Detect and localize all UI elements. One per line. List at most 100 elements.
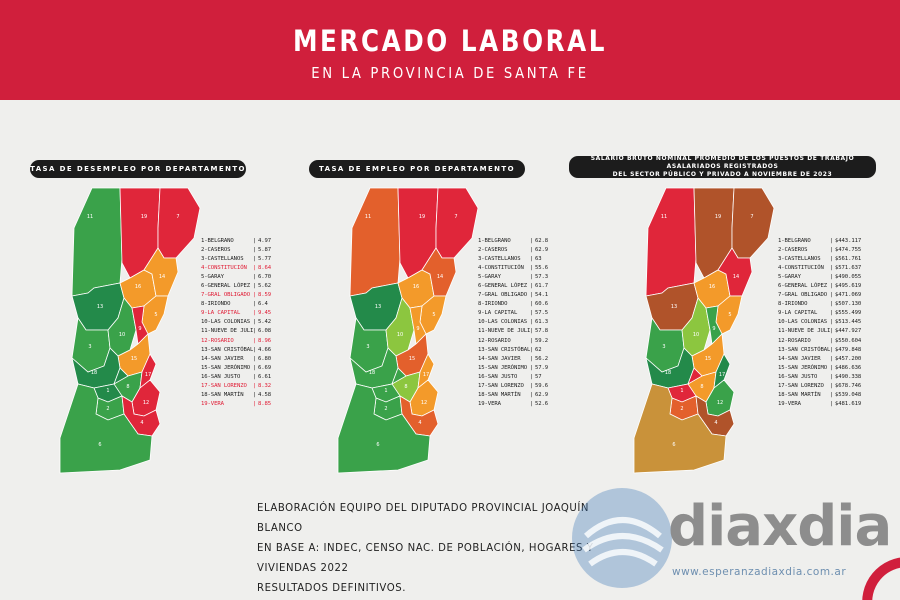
legend-row: 5-GARAY | 6.70 [201,273,286,282]
legend-row: 9-LA CAPITAL | 9.45 [201,309,286,318]
legend-row: 6-GENERAL LÓPEZ | 5.62 [201,282,286,291]
legend-desempleo: 1-BELGRANO | 4.97 2-CASEROS | 5.87 3-CASTELLAN… [201,237,286,409]
legend-value: 60.6 [535,301,549,308]
legend-department: 16-SAN JUSTO [778,373,818,380]
legend-separator: | [830,283,834,290]
legend-department: 8-IRIONDO [478,301,508,308]
department-number-label: 19 [419,214,425,220]
legend-department: 10-LAS COLONIAS [478,319,528,326]
department-number-label: 5 [154,312,157,318]
department-number-label: 11 [365,214,371,220]
department-region [435,187,479,259]
legend-row: 9-LA CAPITAL | 57.5 [478,309,563,318]
legend-separator: | [830,373,834,380]
legend-separator: | [530,256,534,263]
legend-row: 7-GRAL OBLIGADO | 8.59 [201,291,286,300]
legend-separator: | [253,346,257,353]
department-number-label: 18 [665,370,671,376]
legend-separator: | [253,382,257,389]
legend-value: $561.761 [835,256,862,263]
department-number-label: 7 [750,214,753,220]
legend-department: 3-CASTELLANOS [478,256,521,263]
legend-separator: | [830,400,834,407]
legend-value: $550.604 [835,337,862,344]
department-number-label: 8 [700,384,703,390]
legend-department: 18-SAN MARTÍN [201,391,244,398]
legend-value: $457.200 [835,355,862,362]
map-title-salario-line2: DEL SECTOR PÚBLICO Y PRIVADO A NOVIEMBRE… [612,171,833,178]
legend-department: 18-SAN MARTÍN [778,391,821,398]
legend-separator: | [830,391,834,398]
legend-value: $443.117 [835,238,862,244]
legend-department: 10-LAS COLONIAS [778,319,828,326]
legend-department: 6-GENERAL LÓPEZ [778,283,828,290]
legend-value: 6.4 [258,301,268,308]
legend-department: 19-VERA [778,400,801,407]
legend-row: 17-SAN LORENZO | 59.6 [478,382,563,391]
department-number-label: 5 [728,312,731,318]
legend-department: 13-SAN CRISTÓBAL [778,346,830,353]
legend-value: $507.130 [835,301,862,308]
department-region [143,247,179,297]
department-number-label: 19 [141,214,147,220]
legend-row: 19-VERA | 8.85 [201,400,286,409]
corner-arc-decoration [862,557,900,600]
legend-value: 9.45 [258,310,272,317]
legend-separator: | [253,373,257,380]
legend-row: 11-NUEVE DE JULIO | 6.08 [201,327,286,336]
legend-separator: | [830,382,834,389]
credit-line-1: ELABORACIÓN EQUIPO DEL DIPUTADO PROVINCI… [257,501,590,534]
legend-value: $447.927 [835,328,862,335]
department-number-label: 2 [680,406,683,412]
legend-value: 6.61 [258,373,272,380]
legend-row: 7-GRAL OBLIGADO | $471.069 [778,291,863,300]
legend-separator: | [530,301,534,308]
legend-department: 8-IRIONDO [201,301,231,308]
legend-department: 12-ROSARIO [201,337,234,344]
legend-separator: | [830,355,834,362]
legend-separator: | [530,265,534,272]
legend-value: 62.8 [535,238,549,244]
legend-separator: | [830,256,834,263]
department-region [337,383,431,474]
department-number-label: 8 [126,384,129,390]
legend-department: 17-SAN LORENZO [778,382,824,389]
legend-row: 1-BELGRANO | $443.117 [778,237,863,246]
legend-value: 61.3 [535,319,549,326]
legend-separator: | [530,382,534,389]
legend-department: 4-CONSTITUCIÓN [778,265,824,272]
legend-separator: | [830,238,834,244]
legend-value: 4.58 [258,391,272,398]
legend-row: 1-BELGRANO | 4.97 [201,237,286,246]
legend-salario: 1-BELGRANO | $443.117 2-CASEROS | $474.755 3-C… [778,237,863,409]
legend-value: 4.66 [258,346,272,353]
legend-value: 63 [535,256,542,263]
legend-value: 8.96 [258,337,272,344]
legend-separator: | [253,283,257,290]
page-title: MERCADO LABORAL [292,24,608,58]
department-number-label: 18 [369,370,375,376]
department-region [633,383,727,474]
department-region [349,187,401,297]
department-number-label: 2 [106,406,109,412]
department-number-label: 5 [432,312,435,318]
logo-url[interactable]: www.esperanzadiaxdia.com.ar [672,566,847,578]
legend-row: 5-GARAY | $490.055 [778,273,863,282]
legend-department: 2-CASEROS [201,247,231,254]
legend-value: 57.5 [535,310,549,317]
legend-department: 3-CASTELLANOS [201,256,244,263]
legend-separator: | [530,274,534,281]
legend-row: 13-SAN CRISTÓBAL | 4.66 [201,346,286,355]
department-number-label: 12 [143,400,149,406]
department-region [713,353,731,389]
department-number-label: 1 [384,388,387,394]
legend-department: 17-SAN LORENZO [478,382,524,389]
legend-department: 14-SAN JAVIER [778,355,821,362]
legend-separator: | [253,265,257,272]
legend-department: 10-LAS COLONIAS [201,319,251,326]
legend-department: 9-LA CAPITAL [201,310,241,317]
legend-row: 12-ROSARIO | 8.96 [201,337,286,346]
legend-department: 1-BELGRANO [478,238,511,244]
